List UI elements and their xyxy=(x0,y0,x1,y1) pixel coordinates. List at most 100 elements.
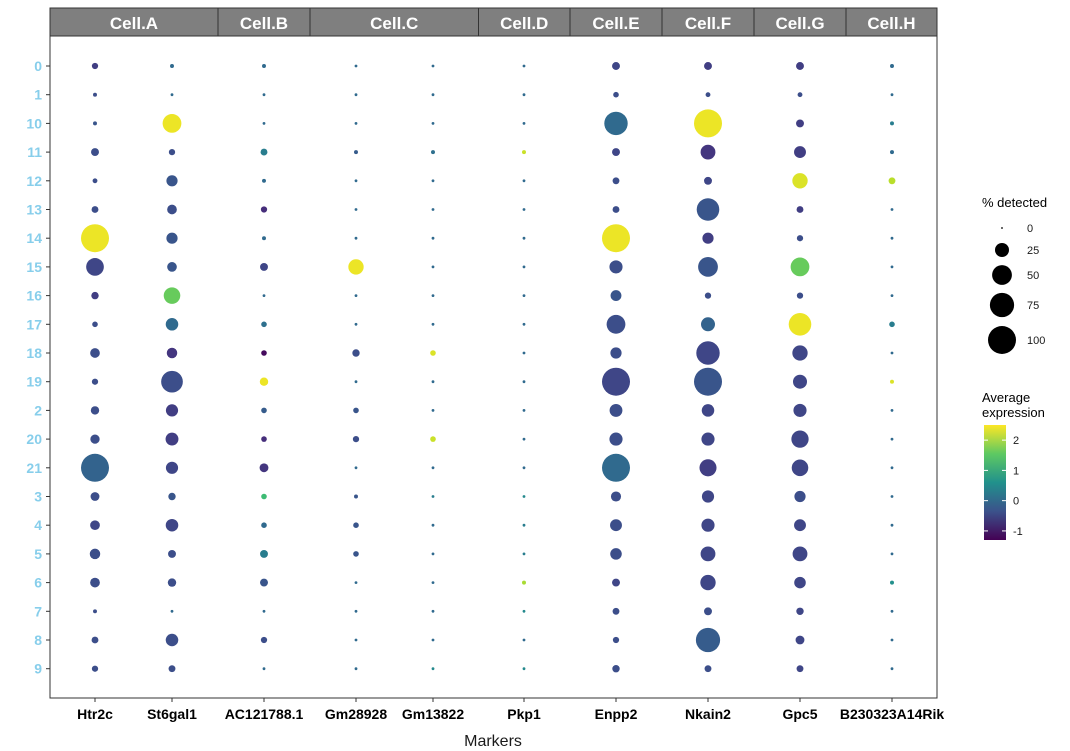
dot-Htr2c-cluster-19 xyxy=(91,378,99,385)
dot-Gm13822-cluster-15 xyxy=(431,265,435,269)
dot-Gpc5-cluster-13 xyxy=(796,206,804,213)
dot-St6gal1-cluster-18 xyxy=(166,347,178,359)
dot-Gpc5-cluster-17 xyxy=(788,313,812,336)
dot-AC121788.1-cluster-12 xyxy=(262,178,266,183)
dot-Pkp1-cluster-5 xyxy=(522,552,526,556)
dot-Nkain2-cluster-5 xyxy=(700,546,716,562)
dot-Nkain2-cluster-21 xyxy=(699,459,717,477)
dot-Enpp2-cluster-3 xyxy=(610,491,622,502)
dot-St6gal1-cluster-17 xyxy=(165,318,179,331)
facet-label: Cell.C xyxy=(370,14,418,33)
dot-Pkp1-cluster-19 xyxy=(522,380,526,384)
x-tick-label: B230323A14Rik xyxy=(840,706,945,722)
dot-Gm13822-cluster-7 xyxy=(431,609,435,613)
dot-Htr2c-cluster-1 xyxy=(93,92,97,97)
size-key-dot xyxy=(988,326,1016,354)
facet-label: Cell.A xyxy=(110,14,158,33)
dot-Pkp1-cluster-6 xyxy=(522,580,526,585)
dot-Nkain2-cluster-12 xyxy=(704,176,712,185)
dot-Enpp2-cluster-20 xyxy=(609,432,623,446)
y-axis-ticks: 0 1 10 11 12 13 14 15 16 17 18 19 2 20 21 3 4 5 6 7 8 9 xyxy=(26,58,50,677)
dot-Gpc5-cluster-20 xyxy=(791,430,809,448)
dot-Nkain2-cluster-2 xyxy=(701,404,715,417)
dot-Pkp1-cluster-9 xyxy=(522,667,526,671)
facet-label: Cell.D xyxy=(500,14,548,33)
dot-St6gal1-cluster-13 xyxy=(167,204,177,215)
dot-B230323A14Rik-cluster-2 xyxy=(890,409,894,412)
dot-AC121788.1-cluster-9 xyxy=(262,667,266,671)
color-key-label: 2 xyxy=(1013,435,1019,447)
facet-strips: Cell.A Cell.B Cell.C Cell.D Cell.E Cell.F Cell… xyxy=(49,7,938,37)
dot-Enpp2-cluster-2 xyxy=(609,403,623,417)
dot-Pkp1-cluster-8 xyxy=(522,638,526,642)
y-tick-label: 13 xyxy=(26,202,42,218)
dot-Gm28928-cluster-6 xyxy=(354,581,358,584)
plot-panel xyxy=(49,35,938,699)
dot-B230323A14Rik-cluster-12 xyxy=(888,177,896,185)
dot-St6gal1-cluster-19 xyxy=(161,370,183,393)
dot-B230323A14Rik-cluster-11 xyxy=(890,150,894,155)
dot-B230323A14Rik-cluster-1 xyxy=(890,93,894,97)
dot-Htr2c-cluster-4 xyxy=(90,520,100,531)
dot-St6gal1-cluster-4 xyxy=(165,518,179,532)
dot-Gm28928-cluster-19 xyxy=(354,380,358,384)
dot-Enpp2-cluster-5 xyxy=(610,548,622,560)
dot-Gpc5-cluster-18 xyxy=(792,345,808,361)
dot-Gm13822-cluster-4 xyxy=(431,523,435,527)
x-tick-label: Htr2c xyxy=(77,706,113,722)
dot-St6gal1-cluster-14 xyxy=(166,232,178,244)
dot-Htr2c-cluster-18 xyxy=(90,348,100,358)
dot-Gm28928-cluster-10 xyxy=(354,122,358,125)
dot-Gm13822-cluster-19 xyxy=(431,380,435,384)
y-tick-label: 21 xyxy=(26,460,42,476)
facet-label: Cell.G xyxy=(775,14,824,33)
facet-strip-cell-a: Cell.A xyxy=(49,7,219,37)
x-tick-label: Gm13822 xyxy=(402,706,464,722)
dot-AC121788.1-cluster-6 xyxy=(260,578,268,587)
dot-Gm13822-cluster-6 xyxy=(431,581,435,584)
dot-Pkp1-cluster-13 xyxy=(522,208,526,211)
facet-strip-cell-e: Cell.E xyxy=(569,7,663,37)
dot-St6gal1-cluster-10 xyxy=(162,114,182,133)
dot-Gpc5-cluster-19 xyxy=(793,374,807,389)
facet-strip-cell-d: Cell.D xyxy=(478,7,571,37)
dot-B230323A14Rik-cluster-21 xyxy=(890,466,894,470)
dot-Gm28928-cluster-0 xyxy=(354,64,358,68)
dot-Nkain2-cluster-3 xyxy=(701,490,715,503)
dot-Gm28928-cluster-12 xyxy=(354,179,358,183)
dot-St6gal1-cluster-16 xyxy=(163,287,181,304)
dot-Htr2c-cluster-11 xyxy=(91,148,99,157)
dot-B230323A14Rik-cluster-19 xyxy=(890,379,894,384)
color-legend-title: expression xyxy=(982,405,1045,420)
dot-AC121788.1-cluster-20 xyxy=(261,436,267,442)
dot-Htr2c-cluster-10 xyxy=(93,121,97,126)
dot-Gpc5-cluster-2 xyxy=(793,403,807,417)
facet-strip-cell-g: Cell.G xyxy=(753,7,847,37)
dot-B230323A14Rik-cluster-0 xyxy=(890,64,894,68)
dot-Pkp1-cluster-12 xyxy=(522,179,526,183)
dot-Pkp1-cluster-4 xyxy=(522,523,526,527)
dot-Enpp2-cluster-10 xyxy=(604,111,628,136)
dot-B230323A14Rik-cluster-8 xyxy=(890,638,894,642)
dot-Gpc5-cluster-14 xyxy=(796,235,804,242)
dot-Gm13822-cluster-2 xyxy=(431,409,435,412)
dot-AC121788.1-cluster-0 xyxy=(262,64,266,68)
dot-Enpp2-cluster-4 xyxy=(610,519,622,532)
dot-AC121788.1-cluster-7 xyxy=(262,609,266,613)
dot-Gm28928-cluster-1 xyxy=(354,93,358,97)
dot-Gm13822-cluster-12 xyxy=(431,179,435,183)
dot-AC121788.1-cluster-21 xyxy=(259,463,269,473)
dot-AC121788.1-cluster-18 xyxy=(261,350,267,356)
size-key-dot xyxy=(989,292,1015,318)
dot-Nkain2-cluster-17 xyxy=(701,317,715,332)
dot-Pkp1-cluster-7 xyxy=(522,609,526,613)
dot-Htr2c-cluster-0 xyxy=(91,62,99,70)
dot-Nkain2-cluster-8 xyxy=(695,627,721,653)
dot-Htr2c-cluster-20 xyxy=(90,434,100,444)
dot-Gpc5-cluster-9 xyxy=(796,665,804,673)
dot-Nkain2-cluster-15 xyxy=(698,257,718,277)
dot-St6gal1-cluster-0 xyxy=(170,64,174,68)
y-tick-label: 10 xyxy=(26,115,42,131)
dot-Gm28928-cluster-4 xyxy=(353,522,359,528)
dot-AC121788.1-cluster-10 xyxy=(262,122,266,125)
